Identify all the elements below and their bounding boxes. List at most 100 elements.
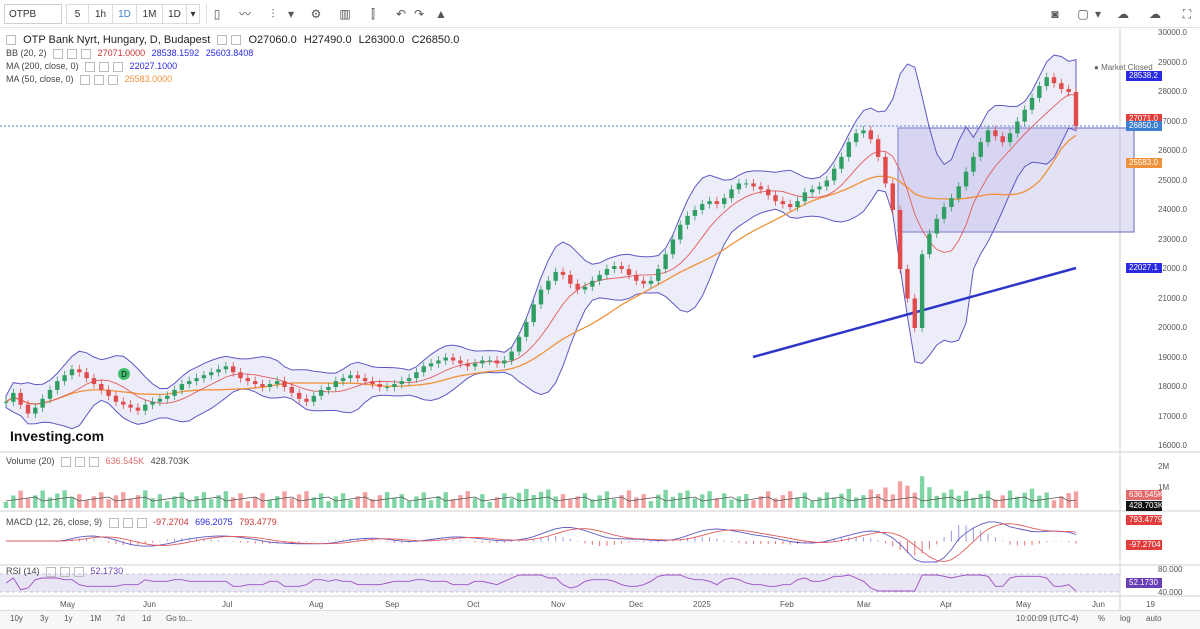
interval-5-button[interactable]: 5 [66,4,88,24]
volume-bar [648,501,654,508]
volume-bar [634,497,639,508]
macd-bar [1031,541,1033,545]
interval-1d-button[interactable]: 1D [112,4,136,24]
candle [685,215,690,225]
close-icon[interactable] [113,61,124,72]
chevron-down-icon[interactable]: ▾ [186,4,200,24]
settings-box-icon[interactable] [217,35,228,46]
eye-icon[interactable] [53,48,64,59]
log-toggle[interactable]: log [1120,614,1131,623]
candle [472,363,478,367]
settings-icon[interactable] [60,566,71,577]
macd-bar [496,541,498,544]
templates-icon[interactable]: ⫿ [371,7,375,21]
fullscreen-icon[interactable]: ⛶ [1182,7,1192,21]
compare-icon[interactable]: 〰 [238,7,251,21]
macd-bar [503,541,505,543]
range-10y[interactable]: 10y [10,614,23,623]
macd-bar [525,539,527,542]
rsi-axis-80: 80.000 [1158,565,1183,574]
volume-bar [736,496,742,508]
range-1m[interactable]: 1M [90,614,102,623]
range-1d[interactable]: 1d [142,614,151,623]
settings-icon[interactable] [99,61,110,72]
macd-signal-value: 793.4779 [239,517,277,527]
chevron-down-icon[interactable]: ▾ [1094,7,1102,21]
interval-1m-button[interactable]: 1M [136,4,162,24]
layout-icon[interactable]: ▢ [1077,7,1089,21]
close-box-icon[interactable] [231,35,242,46]
volume-bar [450,499,456,508]
volume-bar [678,492,683,508]
time-axis-label: Feb [780,600,794,609]
volume-bar [238,493,243,508]
close-icon[interactable] [89,456,100,467]
macd-bar [716,538,718,542]
candles-icon[interactable]: ▯ [213,7,221,21]
volume-bar [428,500,434,508]
close-icon[interactable] [74,566,85,577]
camera-icon[interactable]: ◙ [1051,7,1059,21]
close-icon[interactable] [108,74,119,85]
auto-toggle[interactable]: auto [1146,614,1162,623]
volume-bar [179,492,185,508]
interval-dropdown[interactable]: 1D [162,4,186,24]
redo-icon[interactable]: ↷ [413,7,425,21]
eye-icon[interactable] [108,517,119,528]
price-axis-label: 27000.0 [1158,116,1187,126]
close-icon[interactable] [136,517,147,528]
settings-icon[interactable]: ⚙ [310,7,322,21]
time-axis-label: May [1016,600,1032,609]
toolbar: OTPB 5 1h 1D 1M 1D ▾ ▯ 〰 ⫶ ▾ ⚙ ▥ ⫿ ↶ ↷ ▲… [0,0,1200,28]
settings-icon[interactable] [94,74,105,85]
close-value: C26850.0 [411,34,460,46]
symbol-input[interactable]: OTPB [4,4,62,24]
interval-1h-button[interactable]: 1h [88,4,112,24]
eye-icon[interactable] [85,61,96,72]
chevron-down-icon[interactable]: ▾ [287,7,295,21]
macd-bar [840,537,842,542]
candle [77,369,82,373]
candle [40,398,45,408]
eye-icon[interactable] [80,74,91,85]
dividend-marker[interactable] [118,368,130,380]
volume-bar [509,498,514,508]
candle [128,404,133,408]
indicators-icon[interactable]: ⫶ [271,7,275,21]
macd-bar [327,540,329,542]
price-chart[interactable]: D Investing.com [0,28,1200,610]
settings-icon[interactable] [67,48,78,59]
collapse-icon[interactable] [6,35,16,46]
range-3y[interactable]: 3y [40,614,49,623]
volume-bar [575,496,580,508]
macd-bar [767,541,769,544]
candle [252,381,258,385]
range-7d[interactable]: 7d [116,614,125,623]
undo-icon[interactable]: ↶ [395,7,407,21]
volume-bar [362,492,368,508]
candle [619,266,624,269]
low-value: L26300.0 [358,34,405,46]
percent-toggle[interactable]: % [1098,614,1106,623]
settings-icon[interactable] [122,517,133,528]
candle [890,183,895,210]
chart-type-icon[interactable]: ▥ [339,7,351,21]
cloud-load-icon[interactable]: ☁ [1149,7,1161,21]
volume-bar [3,502,9,508]
macd-bar [540,537,542,542]
range-1y[interactable]: 1y [64,614,73,623]
cloud-save-icon[interactable]: ☁ [1117,7,1129,21]
close-icon[interactable] [81,48,92,59]
goto-button[interactable]: Go to... [166,614,193,623]
eye-icon[interactable] [61,456,72,467]
open-value: O27060.0 [248,34,297,46]
eye-icon[interactable] [46,566,57,577]
volume-bar [1015,496,1020,508]
candle [773,195,778,202]
settings-icon[interactable] [75,456,86,467]
candle [509,351,514,361]
macd-bar [1009,541,1011,545]
macd-bar [100,540,102,542]
chart-area[interactable]: D Investing.com OTP Bank Nyrt, Hungary, … [0,28,1200,610]
alert-icon[interactable]: ▲ [435,7,447,21]
